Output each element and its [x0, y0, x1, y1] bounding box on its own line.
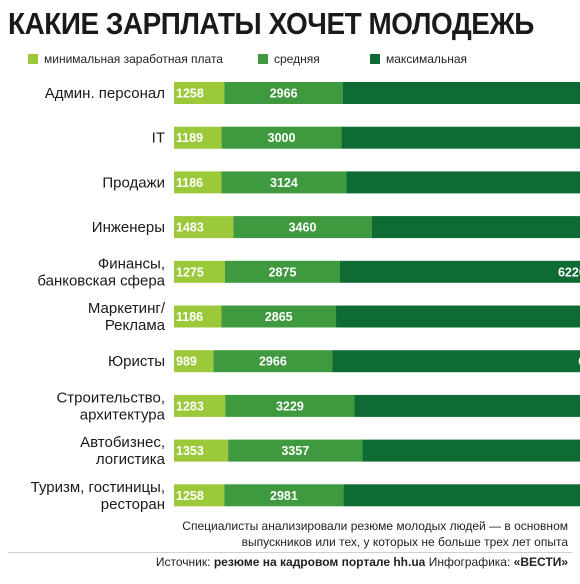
source-line: Источник: резюме на кадровом портале hh.…: [0, 555, 568, 569]
bar-segment-max: [346, 171, 580, 194]
chart-title: КАКИЕ ЗАРПЛАТЫ ХОЧЕТ МОЛОДЕЖЬ: [8, 6, 534, 41]
value-label-min: 1275: [176, 265, 204, 279]
bar-segment-avg: [221, 305, 337, 328]
bar-segment-max: [354, 394, 580, 417]
bar-segment-min: [174, 82, 225, 104]
bar-row: Строительство,архитектура128332299989: [56, 389, 580, 423]
bar-segment-max: [371, 216, 580, 239]
bar-segment-min: [174, 171, 222, 194]
bar-segment-min: [174, 439, 229, 462]
value-label-min: 1186: [176, 176, 203, 190]
divider: [8, 552, 572, 553]
value-label-min: 1483: [176, 221, 204, 235]
bar-segment-avg: [221, 171, 347, 194]
bar-segment-max: [336, 305, 580, 328]
bar-row: Туризм, гостиницы,ресторан125829818227: [31, 479, 580, 513]
bar-segment-max: [362, 439, 580, 462]
legend-swatch-max: [370, 54, 380, 64]
category-label: Финансы, банковская сфера: [37, 255, 165, 289]
category-label: Инженеры: [92, 219, 165, 236]
bar-row: Инженеры148334609557: [92, 216, 580, 239]
value-label-avg: 3124: [270, 176, 298, 190]
category-label: Юристы: [108, 353, 165, 370]
bar-segment-min: [174, 484, 225, 507]
value-label-min: 1258: [176, 87, 204, 101]
bar-segment-min: [174, 126, 222, 149]
bar-segment-avg: [233, 216, 372, 239]
bar-segment-min: [174, 350, 214, 373]
category-label: Автобизнес, логистика: [80, 434, 165, 468]
value-label-min: 1283: [176, 399, 204, 413]
stacked-bar-chart: Админ. персонал125829667233IT11893000678…: [31, 82, 580, 513]
value-label-avg: 2966: [270, 87, 298, 101]
bar-segment-min: [174, 216, 234, 239]
bar-segment-max: [343, 484, 580, 507]
value-label-min: 1189: [176, 131, 203, 145]
legend-item-max: максимальная: [370, 52, 467, 66]
value-label-avg: 3000: [268, 131, 296, 145]
bar-row: Финансы,банковская сфера 1275 2875 6220: [37, 255, 580, 289]
value-label-min: 1186: [176, 310, 203, 324]
bar-segment-max: [341, 126, 580, 149]
bar-segment-avg: [225, 260, 340, 283]
bar-row: Юристы 989 2966 6920: [108, 350, 580, 373]
bar-row: Продажи118631247433: [102, 171, 580, 194]
category-label: Продажи: [102, 174, 165, 191]
bar-segment-avg: [224, 484, 344, 507]
source-label: Источник:: [155, 555, 211, 569]
value-label-avg: 2966: [259, 355, 287, 369]
value-label-avg: 3229: [276, 399, 304, 413]
value-label-avg: 2981: [270, 489, 298, 503]
legend: минимальная заработная плата средняя мак…: [28, 52, 568, 70]
value-label-min: 1258: [176, 489, 204, 503]
bar-segment-min: [174, 305, 222, 328]
value-label-min: 1353: [176, 444, 204, 458]
footnote-line-1: Специалисты анализировали резюме молодых…: [182, 519, 568, 533]
value-label-avg: 2865: [265, 310, 293, 324]
value-label-avg: 3357: [281, 444, 309, 458]
bar-row: Автобизнес,логистика135333579971: [80, 434, 580, 468]
value-label-avg: 3460: [289, 221, 317, 235]
bar-row: Маркетинг/Реклама118628656915: [88, 300, 580, 334]
legend-item-min: минимальная заработная плата: [28, 52, 223, 66]
source-text: резюме на кадровом портале hh.ua: [213, 555, 426, 569]
value-label-max: 6920: [578, 355, 580, 369]
legend-swatch-min: [28, 54, 38, 64]
bar-segment-max: [342, 82, 580, 104]
infographic-label: Инфографика:: [428, 555, 511, 569]
value-label-avg: 2875: [269, 265, 297, 279]
category-label: Маркетинг/Реклама: [88, 300, 166, 334]
bar-segment-avg: [228, 439, 363, 462]
legend-item-avg: средняя: [258, 52, 320, 66]
infographic-text: «ВЕСТИ»: [513, 555, 568, 569]
footnote: Специалисты анализировали резюме молодых…: [98, 518, 568, 550]
bar-segment-avg: [225, 394, 355, 417]
category-label: Админ. персонал: [45, 85, 165, 102]
bar-segment-avg: [224, 82, 343, 104]
value-label-min: 989: [176, 355, 197, 369]
category-label: Строительство, архитектура: [56, 389, 165, 423]
category-label: Туризм, гостиницы, ресторан: [31, 479, 165, 513]
category-label: IT: [152, 130, 165, 147]
legend-label-min: минимальная заработная плата: [44, 52, 223, 66]
bar-segment-avg: [221, 126, 342, 149]
legend-swatch-avg: [258, 54, 268, 64]
bar-row: Админ. персонал125829667233: [45, 82, 580, 104]
legend-label-avg: средняя: [274, 52, 320, 66]
footnote-line-2: выпускников или тех, у которых не больше…: [241, 535, 568, 549]
legend-label-max: максимальная: [386, 52, 467, 66]
bar-row: IT118930006785: [152, 126, 580, 149]
bar-segment-min: [174, 260, 225, 283]
bar-segment-max: [340, 260, 580, 283]
bar-segment-max: [332, 350, 580, 373]
value-label-max: 6220: [558, 265, 580, 279]
bar-segment-min: [174, 394, 226, 417]
bar-segment-avg: [213, 350, 333, 373]
